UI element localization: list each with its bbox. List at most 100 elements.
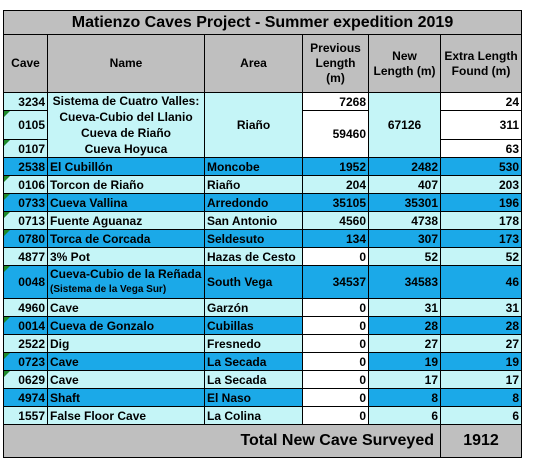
extra-length: 28	[440, 316, 522, 335]
cave-name: Torcon de Riaño	[47, 175, 205, 194]
previous-length: 0	[302, 247, 369, 266]
table-row: 0014 Cueva de Gonzalo Cubillas 0 28 28	[3, 316, 522, 335]
cave-name: Cueva-Cubio de la Reñada	[50, 267, 202, 281]
cave-name: Shaft	[47, 388, 205, 407]
cave-number: 0105	[3, 110, 48, 140]
table-row: 2538 El Cubillón Moncobe 1952 2482 530	[3, 157, 522, 176]
group-new-length: 67126	[368, 92, 441, 158]
group-previous-2: 59460	[302, 110, 369, 158]
cave-name: Cueva de Gonzalo	[47, 316, 205, 335]
cave-number: 0733	[3, 193, 48, 212]
cave-area: La Colina	[204, 406, 303, 425]
extra-length: 31	[440, 298, 522, 317]
extra-length: 178	[440, 211, 522, 230]
new-length: 52	[368, 247, 441, 266]
header-cave: Cave	[3, 34, 48, 93]
cave-number: 4877	[3, 247, 48, 266]
cave-number: 0107	[3, 139, 48, 158]
group-name-3: Cueva de Riaño	[80, 126, 172, 140]
header-area: Area	[204, 34, 303, 93]
total-value: 1912	[440, 424, 522, 458]
cave-name: Dig	[47, 334, 205, 353]
group-name-4: Cueva Hoyuca	[84, 142, 168, 156]
extra-length: 19	[440, 352, 522, 371]
cave-name: Cueva Vallina	[47, 193, 205, 212]
new-length: 4738	[368, 211, 441, 230]
previous-length: 34537	[302, 265, 369, 299]
cave-name: Torca de Corcada	[47, 229, 205, 248]
table-row: 1557 False Floor Cave La Colina 0 6 6	[3, 406, 522, 425]
cave-number: 0713	[3, 211, 48, 230]
table-row: 0713 Fuente Aguanaz San Antonio 4560 473…	[3, 211, 522, 230]
cave-name: El Cubillón	[47, 157, 205, 176]
cave-area: Fresnedo	[204, 334, 303, 353]
table-title: Matienzo Caves Project - Summer expediti…	[3, 10, 522, 35]
new-length: 19	[368, 352, 441, 371]
group-row-1: 3234 Sistema de Cuatro Valles: Cueva-Cub…	[3, 92, 522, 158]
previous-length: 204	[302, 175, 369, 194]
expedition-table: Matienzo Caves Project - Summer expediti…	[3, 10, 522, 458]
new-length: 8	[368, 388, 441, 407]
table-row: 0780 Torca de Corcada Seldesuto 134 307 …	[3, 229, 522, 248]
cave-area: Cubillas	[204, 316, 303, 335]
group-row-3: 0107 63	[3, 139, 522, 158]
previous-length: 0	[302, 334, 369, 353]
group-row-2: 0105 59460 311	[3, 110, 522, 158]
table-row: 4974 Shaft El Naso 0 8 8	[3, 388, 522, 407]
cave-area: Seldesuto	[204, 229, 303, 248]
extra-length: 203	[440, 175, 522, 194]
table-row: 0106 Torcon de Riaño Riaño 204 407 203	[3, 175, 522, 194]
total-row: Total New Cave Surveyed 1912	[3, 424, 522, 458]
table-row: 4877 3% Pot Hazas de Cesto 0 52 52	[3, 247, 522, 266]
cave-number: 0723	[3, 352, 48, 371]
cave-name: Cave	[47, 298, 205, 317]
cave-name-cell: Cueva-Cubio de la Reñada (Sistema de la …	[47, 265, 205, 299]
new-length: 28	[368, 316, 441, 335]
header-extra-length: Extra Length Found (m)	[440, 34, 522, 93]
previous-length: 0	[302, 316, 369, 335]
cave-area: Riaño	[204, 175, 303, 194]
new-length: 27	[368, 334, 441, 353]
table-row: 0048 Cueva-Cubio de la Reñada (Sistema d…	[3, 265, 522, 299]
cave-number: 0780	[3, 229, 48, 248]
header-row: Cave Name Area Previous Length (m) New L…	[3, 34, 522, 93]
new-length: 6	[368, 406, 441, 425]
cave-name-subtitle: (Sistema de la Vega Sur)	[50, 284, 167, 295]
table-row: 0733 Cueva Vallina Arredondo 35105 35301…	[3, 193, 522, 212]
cave-area: South Vega	[204, 265, 303, 299]
cave-number: 0106	[3, 175, 48, 194]
new-length: 307	[368, 229, 441, 248]
new-length: 31	[368, 298, 441, 317]
group-names: Sistema de Cuatro Valles: Cueva-Cubio de…	[47, 92, 205, 158]
new-length: 35301	[368, 193, 441, 212]
extra-length: 196	[440, 193, 522, 212]
extra-length: 8	[440, 388, 522, 407]
cave-area: Moncobe	[204, 157, 303, 176]
table-row: 0723 Cave La Secada 0 19 19	[3, 352, 522, 371]
extra-length: 52	[440, 247, 522, 266]
cave-area: Hazas de Cesto	[204, 247, 303, 266]
extra-length: 27	[440, 334, 522, 353]
group-extra-1: 24	[440, 92, 522, 111]
cave-name: Cave	[47, 370, 205, 389]
cave-number: 0048	[3, 265, 48, 299]
cave-name: Fuente Aguanaz	[47, 211, 205, 230]
previous-length: 0	[302, 298, 369, 317]
table-row: 0629 Cave La Secada 0 17 17	[3, 370, 522, 389]
cave-number: 2522	[3, 334, 48, 353]
cave-name: Cave	[47, 352, 205, 371]
previous-length: 0	[302, 370, 369, 389]
previous-length: 0	[302, 388, 369, 407]
header-new-length: New Length (m)	[368, 34, 441, 93]
group-extra-3: 63	[440, 139, 522, 158]
cave-name: False Floor Cave	[47, 406, 205, 425]
cave-area: San Antonio	[204, 211, 303, 230]
extra-length: 46	[440, 265, 522, 299]
header-name: Name	[47, 34, 205, 93]
extra-length: 530	[440, 157, 522, 176]
cave-number: 3234	[3, 92, 48, 111]
group-area: Riaño	[204, 92, 303, 158]
extra-length: 6	[440, 406, 522, 425]
previous-length: 134	[302, 229, 369, 248]
previous-length: 1952	[302, 157, 369, 176]
